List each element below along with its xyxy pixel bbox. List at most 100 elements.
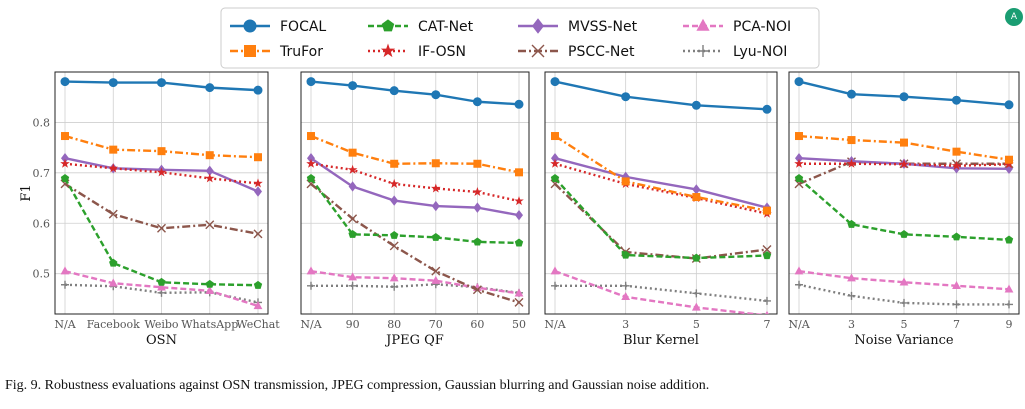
data-point-focal <box>108 78 118 88</box>
data-point-pca-noi <box>765 310 769 314</box>
plot-area <box>301 72 529 314</box>
x-tick-label: 90 <box>346 318 360 331</box>
data-point-cat-net <box>762 251 772 260</box>
data-point-focal <box>348 81 358 91</box>
legend-marker-pca-noi <box>696 18 710 31</box>
plot-frame <box>54 71 269 315</box>
series-line-pca-noi <box>64 269 259 308</box>
x-tick-label: 9 <box>1006 318 1013 331</box>
data-point-focal <box>306 77 316 87</box>
data-point-pca-noi <box>348 272 357 281</box>
data-point-if-osn <box>389 178 399 188</box>
data-point-cat-net <box>1004 235 1014 244</box>
data-point-trufor <box>847 136 856 145</box>
data-point-mvss-net <box>515 209 523 221</box>
data-point-pscc-net <box>205 220 215 230</box>
data-point-pca-noi <box>253 301 263 310</box>
data-point-if-osn <box>1004 159 1014 169</box>
series-line-if-osn <box>554 162 768 215</box>
series-group <box>550 77 772 314</box>
legend-item-mvss-net: MVSS-Net <box>518 18 638 35</box>
data-point-pca-noi <box>306 266 316 275</box>
legend: FOCAL TruFor CAT-Net IF-OSN MVSS-Net PSCC-Net… <box>220 7 820 69</box>
legend-label: IF-OSN <box>418 44 466 60</box>
series-line-lyu-noi <box>555 284 768 303</box>
data-point-cat-net <box>390 230 399 239</box>
data-point-cat-net <box>157 277 166 286</box>
data-point-cat-net <box>514 238 524 247</box>
data-point-pca-noi <box>514 288 524 297</box>
data-point-trufor <box>348 148 357 157</box>
data-point-pca-noi <box>389 273 399 282</box>
data-point-if-osn <box>472 186 483 197</box>
data-point-focal <box>157 78 166 88</box>
series-line-mvss-net <box>554 157 768 209</box>
x-tick-label: N/A <box>300 318 322 331</box>
data-point-trufor <box>473 159 482 168</box>
data-point-pscc-net <box>348 214 358 224</box>
data-point-if-osn <box>156 167 167 177</box>
data-point-if-osn <box>951 160 962 170</box>
legend-marker-focal <box>243 19 257 33</box>
data-point-if-osn <box>253 178 263 188</box>
y-tick-label: 0.5 <box>33 268 51 281</box>
data-point-pscc-net <box>431 266 441 276</box>
data-point-pscc-net <box>762 244 772 254</box>
data-point-pca-noi <box>431 275 441 284</box>
series-group <box>60 77 263 310</box>
legend-marker-mvss-net <box>532 18 544 34</box>
legend-item-trufor: TruFor <box>230 44 323 60</box>
data-point-cat-net <box>899 229 909 238</box>
legend-item-if-osn: IF-OSN <box>368 43 466 60</box>
data-point-cat-net <box>473 237 482 246</box>
series-line-focal <box>554 80 768 111</box>
figure-caption: Fig. 9. Robustness evaluations against O… <box>5 378 710 393</box>
data-point-lyu-noi <box>847 291 856 300</box>
x-axis-label: Blur Kernel <box>623 333 699 348</box>
x-tick-label: 5 <box>693 318 700 331</box>
data-point-if-osn <box>550 158 560 168</box>
data-point-cat-net <box>952 232 961 241</box>
data-point-focal <box>762 104 772 114</box>
legend-marker-trufor <box>244 45 256 57</box>
data-point-trufor <box>692 193 701 202</box>
data-point-mvss-net <box>390 195 399 206</box>
data-point-cat-net <box>550 173 560 182</box>
legend-label: CAT-Net <box>418 19 474 35</box>
data-point-lyu-noi <box>763 296 771 305</box>
data-point-if-osn <box>60 158 70 168</box>
y-tick-label: 0.7 <box>33 167 51 180</box>
data-point-focal <box>472 97 482 107</box>
data-point-focal <box>389 86 399 96</box>
legend-label: PSCC-Net <box>568 44 635 60</box>
chart-panel-blur-kernel: N/A 3 5 7 Blur Kernel <box>544 71 778 348</box>
data-point-lyu-noi <box>795 280 803 289</box>
x-tick-label: WhatsApp <box>181 318 238 331</box>
data-point-mvss-net <box>551 153 559 164</box>
data-point-mvss-net <box>473 202 482 213</box>
x-tick-label: 7 <box>953 318 960 331</box>
data-point-focal <box>952 95 961 105</box>
data-point-pscc-net <box>253 229 263 239</box>
data-point-cat-net <box>431 232 440 241</box>
x-tick-label: 60 <box>470 318 484 331</box>
data-point-cat-net <box>692 253 701 262</box>
data-point-trufor <box>61 132 69 141</box>
data-point-trufor <box>390 159 399 168</box>
data-point-mvss-net <box>254 186 262 197</box>
series-line-trufor <box>310 134 520 174</box>
series-line-pca-noi <box>310 269 520 295</box>
chart-panel-jpeg-qf: N/A 90 80 70 60 50 JPEG QF <box>300 71 530 348</box>
x-tick-label: 7 <box>764 318 771 331</box>
data-point-pscc-net <box>472 285 482 295</box>
translate-badge-icon[interactable]: A <box>1005 8 1023 26</box>
data-point-focal <box>431 90 441 100</box>
data-point-lyu-noi <box>952 300 961 309</box>
data-point-pca-noi <box>621 292 631 301</box>
y-tick-label: 0.8 <box>33 116 51 129</box>
legend-marker-cat-net <box>381 19 395 32</box>
data-point-cat-net <box>306 173 316 182</box>
data-point-focal <box>621 92 631 102</box>
data-point-cat-net <box>847 219 856 228</box>
data-point-focal <box>514 99 524 109</box>
